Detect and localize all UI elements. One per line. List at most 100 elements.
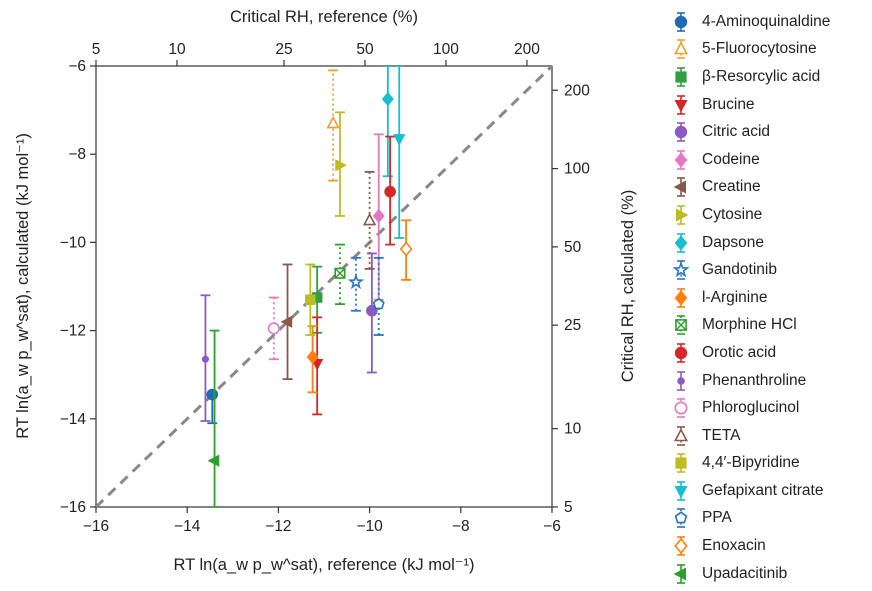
top-tick-label: 50 xyxy=(356,41,374,58)
legend-marker xyxy=(674,11,688,32)
point-marker xyxy=(206,388,219,401)
legend-label: 4,4′-Bipyridine xyxy=(702,454,800,472)
right-tick-label: 50 xyxy=(564,239,582,256)
legend-item: PPA xyxy=(664,505,872,533)
point-marker xyxy=(305,294,316,305)
legend-item: β-Resorcylic acid xyxy=(664,63,872,91)
legend-label: β-Resorcylic acid xyxy=(702,67,821,85)
data-point-gefapixant-citrate xyxy=(393,66,406,239)
legend-marker xyxy=(674,122,688,142)
legend-label: Brucine xyxy=(702,95,755,113)
legend-item: 4,4′-Bipyridine xyxy=(664,450,872,478)
legend-marker xyxy=(674,343,688,363)
legend-item: Gandotinib xyxy=(664,256,872,284)
legend-item: Phloroglucinol xyxy=(664,394,872,422)
top-tick-label: 200 xyxy=(514,41,540,58)
legend-label: Codeine xyxy=(702,150,760,168)
legend-label: 4-Aminoquinaldine xyxy=(702,12,831,30)
point-marker xyxy=(306,349,319,365)
legend-label: Citric acid xyxy=(702,123,771,141)
legend-label: 5-Fluorocytosine xyxy=(702,40,817,58)
legend-label: TETA xyxy=(702,426,741,444)
legend-marker xyxy=(673,39,689,60)
point-marker xyxy=(362,212,377,226)
legend-marker xyxy=(673,177,686,198)
y-tick-label: −12 xyxy=(60,323,86,340)
x-axis-label: RT ln(a_w p_w^sat), reference (kJ mol⁻¹) xyxy=(173,556,474,574)
x-tick-label: −14 xyxy=(174,518,201,535)
legend-label: Creatine xyxy=(702,178,761,196)
right-tick-label: 5 xyxy=(564,499,573,516)
legend-marker xyxy=(675,315,687,336)
data-point-cytosine xyxy=(334,111,347,217)
legend-item: Citric acid xyxy=(664,118,872,146)
legend-marker xyxy=(677,370,685,391)
legend-label: Cytosine xyxy=(702,205,763,223)
reference-line-layer xyxy=(96,66,552,507)
legend-marker xyxy=(674,481,688,501)
legend-marker xyxy=(673,425,689,446)
y-tick-label: −6 xyxy=(68,58,86,75)
data-point-brucine xyxy=(311,316,324,416)
data-point-gandotinib xyxy=(347,256,365,312)
top-tick-label: 25 xyxy=(275,41,292,58)
legend-item: Codeine xyxy=(664,146,872,174)
right-tick-label: 200 xyxy=(564,82,590,99)
legend-label: Phenanthroline xyxy=(702,371,807,389)
point-marker xyxy=(335,159,347,172)
legend-marker xyxy=(676,205,689,225)
point-marker xyxy=(366,304,378,317)
point-marker xyxy=(334,267,346,279)
y-tick-label: −10 xyxy=(60,234,87,251)
legend-marker xyxy=(673,563,686,584)
legend-marker xyxy=(672,260,690,280)
data-point-phloroglucinol xyxy=(267,296,280,361)
top-axis-label: Critical RH, reference (%) xyxy=(230,8,418,26)
y-tick-label: −16 xyxy=(60,499,86,516)
legend-marker xyxy=(674,94,688,115)
legend-label: Orotic acid xyxy=(702,343,777,361)
legend-label: Upadacitinib xyxy=(702,564,788,582)
legend-marker xyxy=(674,287,688,308)
legend-marker xyxy=(674,536,688,556)
legend-marker xyxy=(674,149,688,170)
y-tick-label: −14 xyxy=(60,411,87,428)
data-point-4-4-bipyridine xyxy=(305,263,316,336)
y-tick-label: −8 xyxy=(68,146,86,163)
x-tick-label: −6 xyxy=(543,518,561,535)
legend-item: Creatine xyxy=(664,174,872,202)
legend-item: Upadacitinib xyxy=(664,560,872,588)
data-point-morphine-hcl xyxy=(334,243,346,306)
data-point-5-fluorocytosine xyxy=(326,69,340,182)
legend-item: l-Arginine xyxy=(664,284,872,312)
legend-label: Enoxacin xyxy=(702,537,766,555)
legend-label: Phloroglucinol xyxy=(702,399,800,417)
legend-marker xyxy=(674,232,688,253)
point-marker xyxy=(399,241,413,257)
data-point-citric-acid xyxy=(366,252,378,374)
point-marker xyxy=(280,315,293,328)
point-marker xyxy=(311,358,324,371)
point-marker xyxy=(384,185,396,198)
top-tick-label: 100 xyxy=(433,41,459,58)
legend-label: Gandotinib xyxy=(702,261,777,279)
x-tick-label: −8 xyxy=(452,518,470,535)
legend-item: 4-Aminoquinaldine xyxy=(664,8,872,36)
point-marker xyxy=(372,208,385,224)
legend-label: l-Arginine xyxy=(702,288,768,306)
point-marker xyxy=(207,454,220,467)
right-tick-label: 100 xyxy=(564,161,590,178)
y-axis-label: RT ln(a_w p_w^sat), calculated (kJ mol⁻¹… xyxy=(14,133,32,439)
point-marker xyxy=(201,355,210,363)
legend-marker xyxy=(675,453,687,474)
legend-item: TETA xyxy=(664,422,872,450)
legend-item: Morphine HCl xyxy=(664,312,872,340)
reference-line xyxy=(96,66,552,507)
top-tick-label: 10 xyxy=(168,41,186,58)
legend-item: Cytosine xyxy=(664,201,872,229)
legend-label: Gefapixant citrate xyxy=(702,481,824,499)
legend-label: Morphine HCl xyxy=(702,316,797,334)
legend-item: Phenanthroline xyxy=(664,367,872,395)
legend-marker xyxy=(674,398,688,418)
